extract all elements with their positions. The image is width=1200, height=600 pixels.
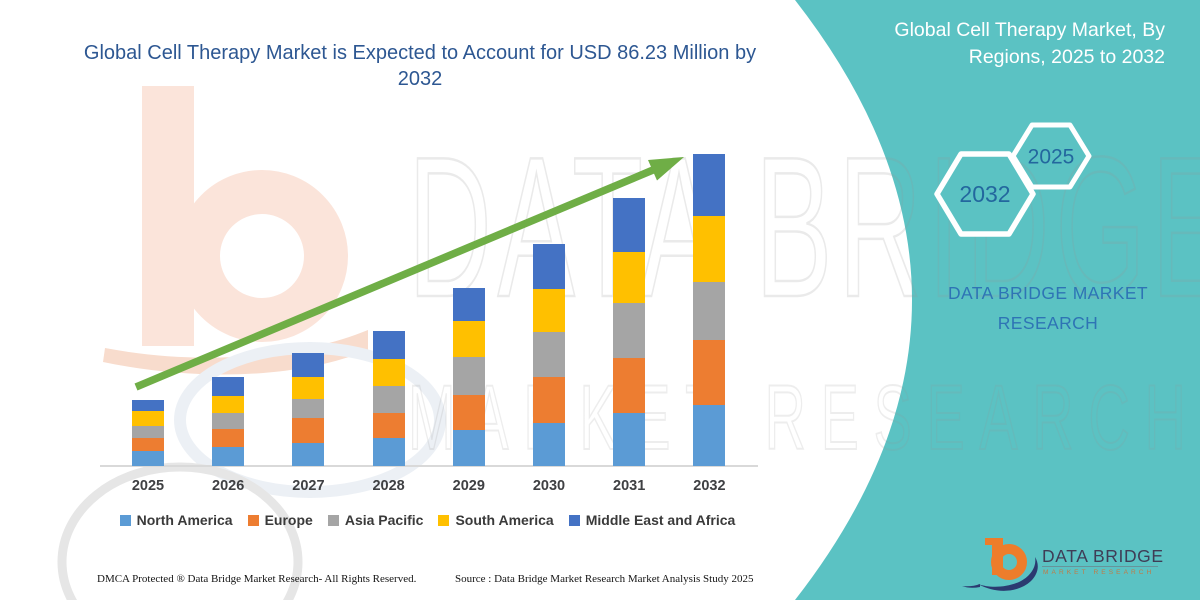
stacked-bar-2025 xyxy=(132,399,164,466)
teal-side-panel xyxy=(795,0,1200,600)
x-axis-label-2026: 2026 xyxy=(212,478,245,494)
panel-brand-line1: DATA BRIDGE MARKET xyxy=(947,283,1149,303)
legend-label: Europe xyxy=(264,512,313,528)
bar-segment-asia-pacific xyxy=(372,386,405,414)
x-axis-label-2031: 2031 xyxy=(613,478,646,494)
hexagon-2032-label: 2032 xyxy=(959,181,1010,207)
logo-divider-line xyxy=(1042,566,1158,567)
legend-item-middle-east-and-africa: Middle East and Africa xyxy=(568,512,736,528)
legend-label: Middle East and Africa xyxy=(585,512,736,528)
bar-segment-north-america xyxy=(292,443,325,466)
bar-segment-asia-pacific xyxy=(693,281,726,340)
bar-segment-north-america xyxy=(212,447,245,466)
bar-segment-north-america xyxy=(132,451,164,466)
bar-segment-south-america xyxy=(693,215,726,282)
x-axis-label-2027: 2027 xyxy=(292,478,325,494)
legend-label: South America xyxy=(455,512,554,528)
bar-segment-europe xyxy=(212,429,245,448)
bar-segment-south-america xyxy=(132,411,164,427)
bar-segment-north-america xyxy=(533,423,565,466)
logo-tagline: MARKET RESEARCH xyxy=(1043,569,1155,576)
bar-segment-europe xyxy=(452,394,485,430)
legend-item-asia-pacific: Asia Pacific xyxy=(327,512,424,528)
side-panel-title: Global Cell Therapy Market, By Regions, … xyxy=(894,19,1165,68)
bar-segment-europe xyxy=(693,339,726,405)
legend-label: Asia Pacific xyxy=(344,512,424,528)
hexagon-2032: 2032 xyxy=(934,151,1036,237)
legend-item-north-america: North America xyxy=(119,512,233,528)
panel-brand-line2: RESEARCH xyxy=(997,313,1099,334)
source-note: Source : Data Bridge Market Research Mar… xyxy=(455,573,754,585)
x-axis-label-2025: 2025 xyxy=(131,478,165,494)
bar-segment-north-america xyxy=(613,413,646,466)
bar-segment-europe xyxy=(292,418,325,444)
page-title: Global Cell Therapy Market is Expected t… xyxy=(83,42,757,91)
legend-swatch-icon xyxy=(327,514,339,526)
legend-swatch-icon xyxy=(119,514,131,526)
chart-legend: North America Europe Asia Pacific South Ame… xyxy=(95,512,760,528)
gray-swoosh-watermark xyxy=(57,462,303,600)
legend-item-south-america: South America xyxy=(438,512,554,528)
bar-segment-europe xyxy=(372,413,405,439)
x-axis-label-2028: 2028 xyxy=(372,478,405,494)
x-axis-label-2029: 2029 xyxy=(452,478,485,494)
bar-segment-north-america xyxy=(452,429,485,466)
legend-item-europe: Europe xyxy=(247,512,313,528)
dmca-notice: DMCA Protected ® Data Bridge Market Rese… xyxy=(97,573,417,585)
legend-swatch-icon xyxy=(247,514,259,526)
legend-swatch-icon xyxy=(438,514,450,526)
x-axis-label-2030: 2030 xyxy=(532,478,566,494)
bar-segment-north-america xyxy=(693,404,726,466)
bar-segment-asia-pacific xyxy=(212,413,245,430)
bar-segment-asia-pacific xyxy=(292,399,325,419)
bar-segment-middle-east-and-africa xyxy=(132,399,164,412)
bar-segment-asia-pacific xyxy=(132,426,164,439)
bar-segment-middle-east-and-africa xyxy=(693,154,726,216)
hexagon-2025-label: 2025 xyxy=(1028,146,1075,169)
panel-brand-text: DATA BRIDGE MARKET RESEARCH xyxy=(908,278,1188,338)
x-axis-label-2032: 2032 xyxy=(693,478,726,494)
bar-segment-north-america xyxy=(372,438,405,466)
bar-segment-europe xyxy=(132,438,164,452)
x-axis-line xyxy=(100,465,758,467)
stacked-bar-2032 xyxy=(693,154,726,466)
legend-label: North America xyxy=(136,512,233,528)
bar-segment-south-america xyxy=(212,395,245,414)
legend-swatch-icon xyxy=(568,514,580,526)
logo-company-name: DATA BRIDGE xyxy=(1042,546,1164,566)
